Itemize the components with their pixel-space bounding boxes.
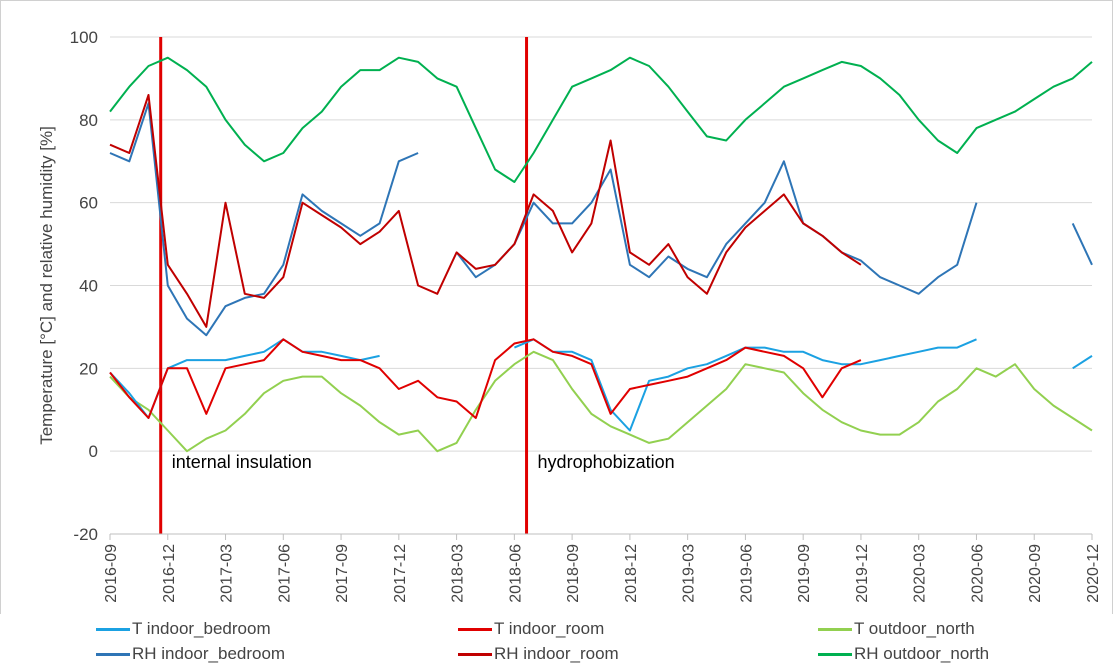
y-tick-label: -20: [73, 525, 98, 544]
y-tick-label: 0: [89, 442, 98, 461]
x-tick-label: 2016-09: [103, 544, 120, 603]
legend-label: RH indoor_bedroom: [132, 644, 286, 663]
x-tick-label: 2019-09: [796, 544, 813, 603]
x-tick-label: 2018-12: [623, 544, 640, 603]
x-tick-label: 2020-12: [1085, 544, 1102, 603]
legend-item: T indoor_room: [458, 619, 604, 639]
y-axis-label: Temperature [°C] and relative humidity […: [37, 126, 56, 445]
legend-item: RH outdoor_north: [818, 644, 989, 664]
x-tick-label: 2017-09: [334, 544, 351, 603]
y-tick-label: 40: [79, 277, 98, 296]
x-tick-label: 2018-09: [565, 544, 582, 603]
legend-swatch: [818, 652, 852, 656]
x-tick-label: 2018-06: [507, 544, 524, 603]
legend-item: RH indoor_bedroom: [96, 644, 285, 664]
x-tick-label: 2019-12: [854, 544, 871, 603]
event-markers: internal insulation hydrophobization: [159, 37, 675, 534]
series-line: [109, 94, 862, 328]
x-tick-label: 2020-03: [912, 544, 929, 603]
axes: -20 0 20 40 60 80 100 2016-09 2016-12 2017-03 2017…: [70, 28, 1102, 603]
x-tick-label: 2019-06: [738, 544, 755, 603]
y-tick-label: 100: [70, 28, 98, 47]
gridlines: [110, 36, 1092, 535]
legend-item: RH indoor_room: [458, 644, 619, 664]
legend-label: T indoor_bedroom: [132, 619, 271, 638]
legend-label: T outdoor_north: [854, 619, 975, 638]
series-line: [109, 56, 1093, 183]
series-lines: [109, 56, 1093, 453]
event-label: hydrophobization: [538, 452, 675, 472]
legend-swatch: [96, 652, 130, 656]
y-tick-label: 80: [79, 111, 98, 130]
legend-swatch: [818, 627, 852, 631]
series-line: [109, 102, 1093, 337]
x-tick-label: 2017-03: [219, 544, 236, 603]
x-tick-label: 2018-03: [450, 544, 467, 603]
legend-swatch: [96, 627, 130, 631]
x-tick-label: 2020-06: [969, 544, 986, 603]
x-tick-label: 2019-03: [681, 544, 698, 603]
legend-swatch: [458, 652, 492, 656]
x-tick-label: 2017-12: [392, 544, 409, 603]
legend-label: RH outdoor_north: [854, 644, 990, 663]
legend-label: RH indoor_room: [494, 644, 619, 663]
series-line: [109, 338, 1093, 432]
legend-item: T indoor_bedroom: [96, 619, 271, 639]
series-line: [109, 350, 1093, 453]
legend-label: T indoor_room: [494, 619, 605, 638]
event-label: internal insulation: [172, 452, 312, 472]
x-tick-label: 2020-09: [1027, 544, 1044, 603]
x-tick-label: 2016-12: [161, 544, 178, 603]
y-tick-label: 20: [79, 359, 98, 378]
legend-swatch: [458, 627, 492, 631]
series-line: [109, 338, 862, 419]
chart-legend: T indoor_bedroom T indoor_room T outdoor_n…: [0, 614, 1113, 672]
y-tick-label: 60: [79, 194, 98, 213]
x-tick-label: 2017-06: [276, 544, 293, 603]
legend-item: T outdoor_north: [818, 619, 975, 639]
